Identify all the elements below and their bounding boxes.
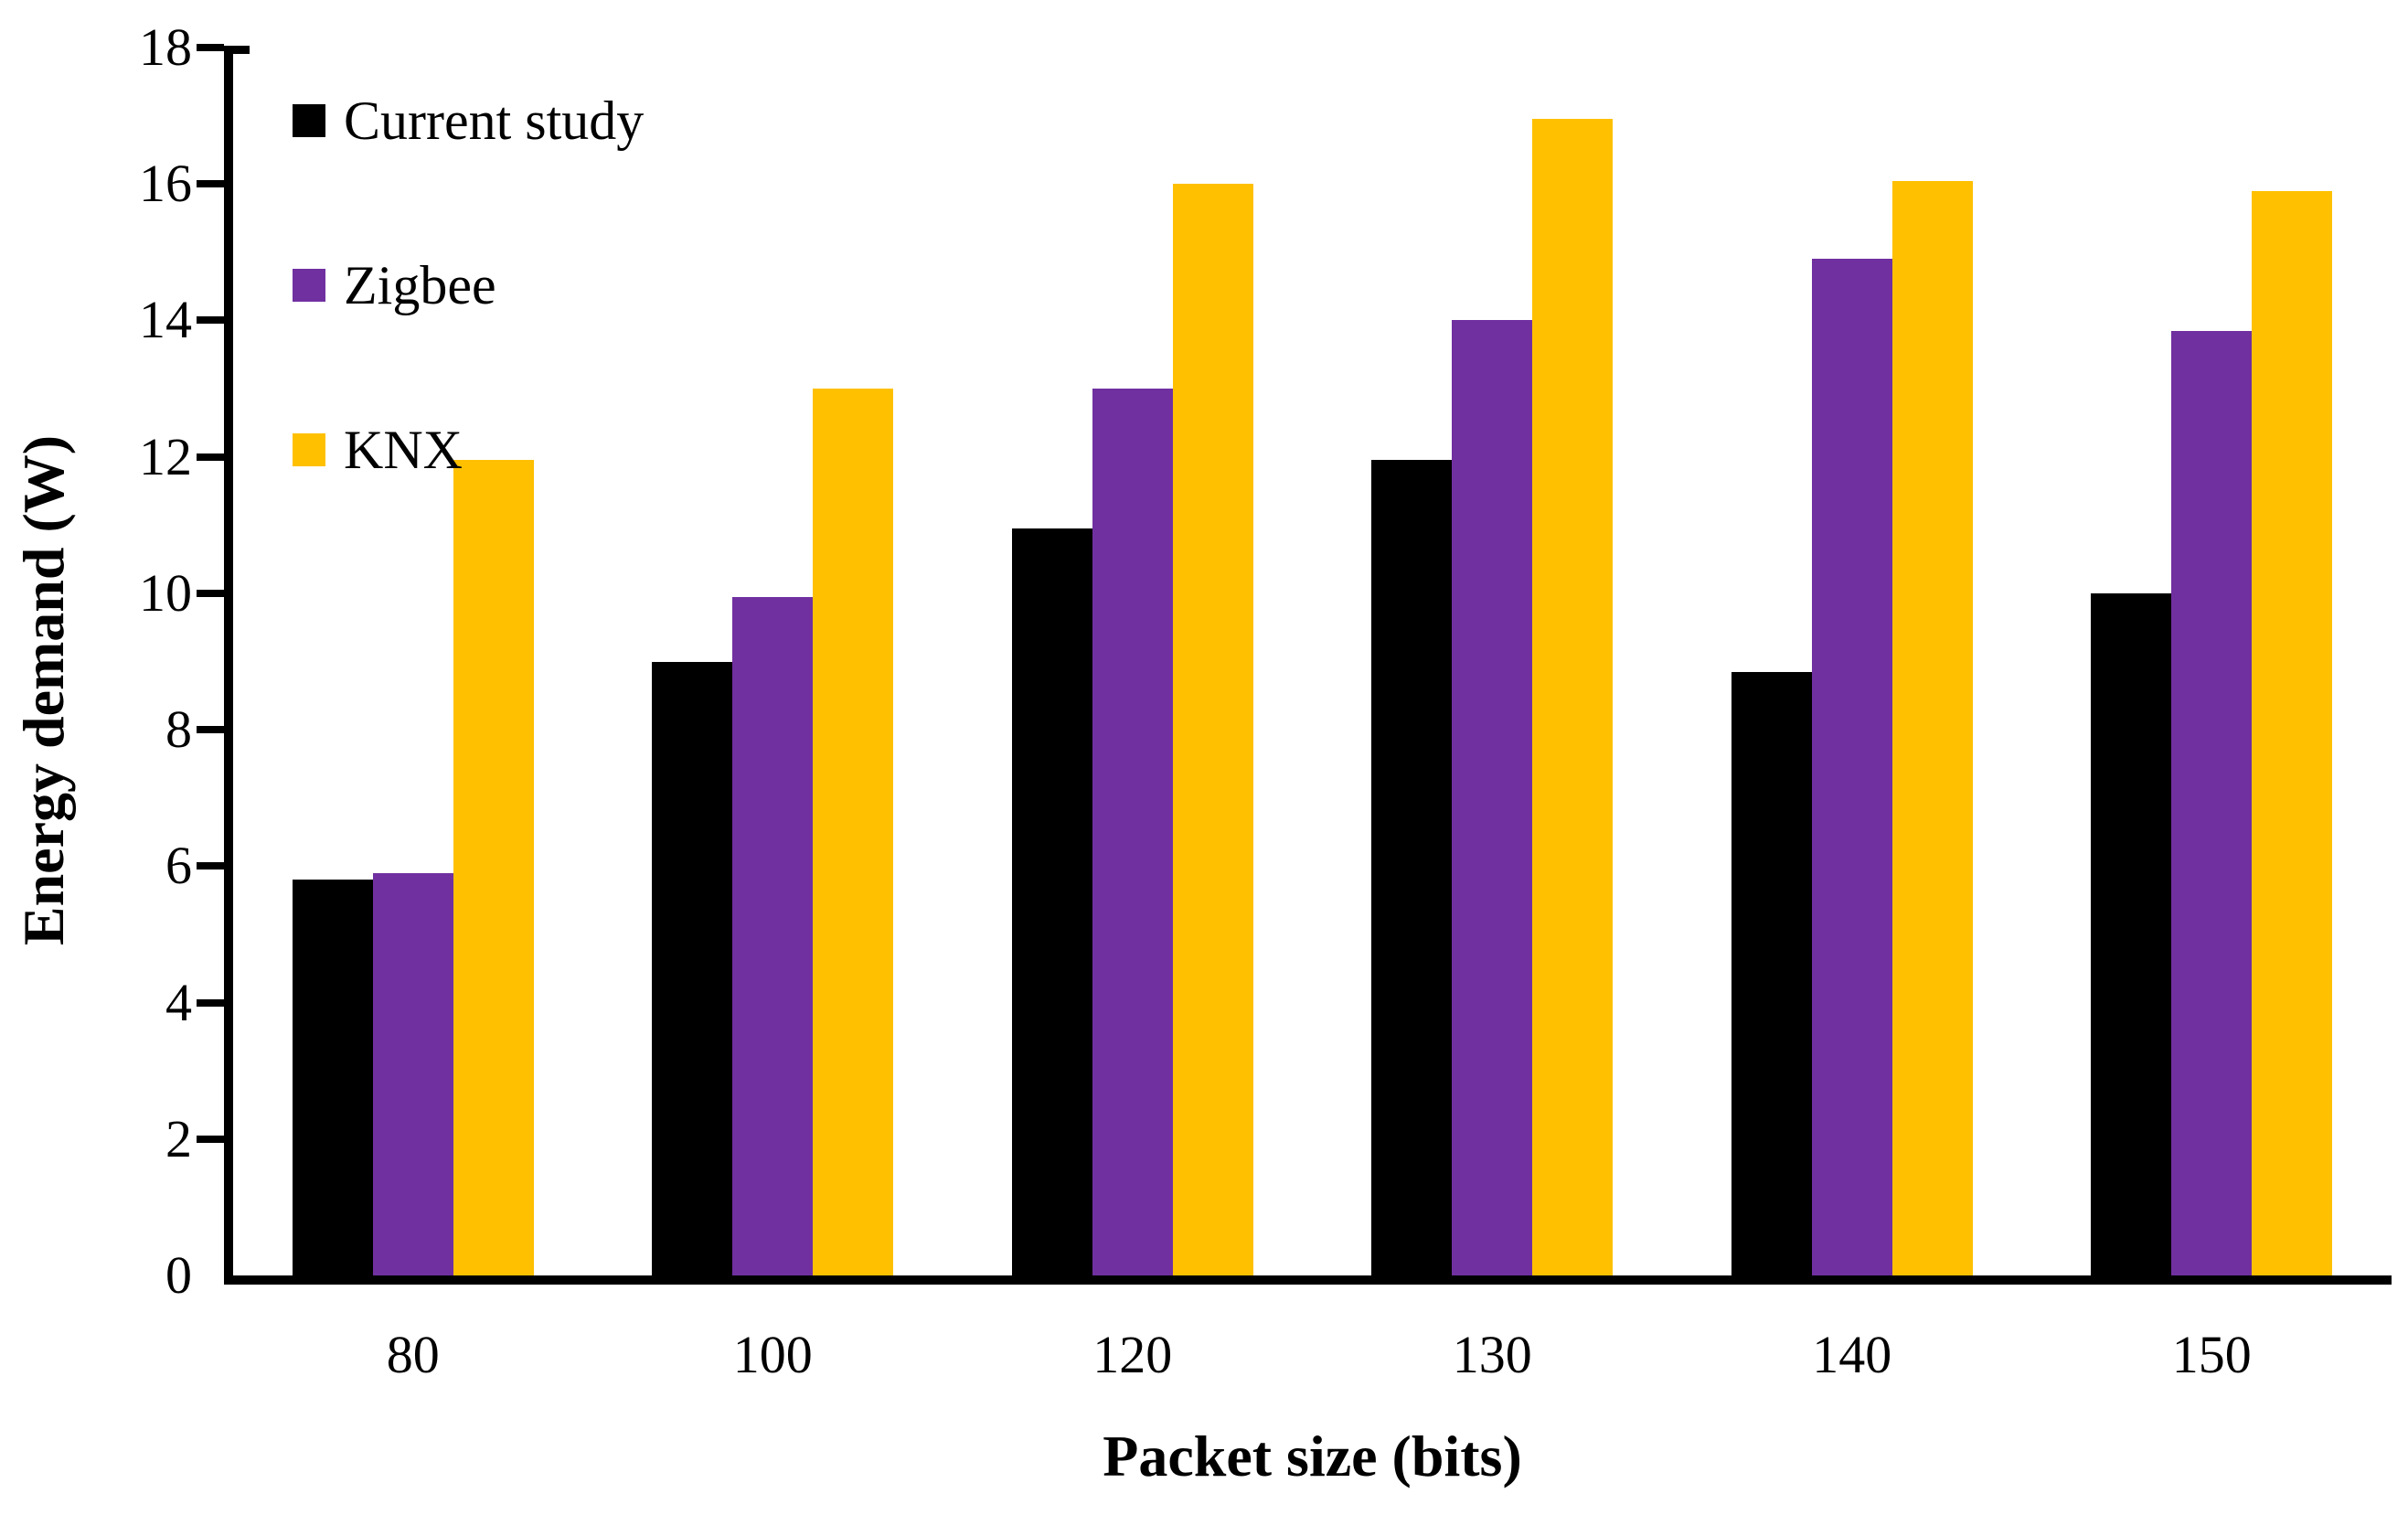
bar-zigbee-140: [1811, 259, 1892, 1275]
legend-swatch-knx: [293, 433, 325, 466]
bar-knx-150: [2252, 190, 2333, 1275]
legend-label-current-study: Current study: [344, 91, 645, 151]
legend-swatch-current-study: [293, 104, 325, 137]
bar-group-120: [953, 48, 1313, 1275]
y-axis-line: [224, 46, 233, 1285]
bars-container: [233, 48, 2392, 1275]
legend-item-zigbee: Zigbee: [293, 252, 644, 318]
bar-current-study-150: [2091, 592, 2172, 1275]
bar-current-study-120: [1011, 528, 1092, 1275]
bar-group-100: [593, 48, 954, 1275]
bar-group-140: [1672, 48, 2032, 1275]
y-axis-title: Energy demand (W): [11, 434, 76, 946]
y-tick-label-4: 4: [165, 972, 192, 1032]
bar-zigbee-120: [1092, 389, 1173, 1275]
y-tick-mark-16: [197, 180, 224, 188]
bar-group-150: [2032, 48, 2392, 1275]
bar-zigbee-130: [1452, 320, 1533, 1275]
legend-label-zigbee: Zigbee: [344, 255, 496, 315]
y-tick-label-18: 18: [139, 17, 192, 77]
x-axis-labels: 80 100 120 130 140 150: [233, 1324, 2392, 1385]
bar-group-80: [233, 48, 593, 1275]
x-tick-label-80: 80: [386, 1325, 440, 1384]
y-tick-mark-14: [197, 316, 224, 325]
x-tick-label-100: 100: [732, 1325, 813, 1384]
x-tick-label-130: 130: [1452, 1325, 1532, 1384]
bar-zigbee-150: [2171, 330, 2253, 1275]
y-tick-mark-4: [197, 998, 224, 1007]
bar-knx-80: [453, 460, 534, 1275]
y-tick-mark-18: [197, 44, 224, 51]
y-tick-mark-12: [197, 453, 224, 461]
x-tick-label-150: 150: [2171, 1325, 2252, 1384]
legend: Current study Zigbee KNX: [293, 88, 644, 483]
y-tick-mark-2: [197, 1135, 224, 1143]
y-axis-top-cap: [233, 46, 250, 54]
x-axis-title: Packet size (bits): [1103, 1424, 1522, 1488]
bar-current-study-140: [1731, 671, 1812, 1275]
bar-zigbee-100: [732, 596, 814, 1275]
x-tick-label-120: 120: [1092, 1325, 1173, 1384]
y-tick-label-0: 0: [165, 1245, 192, 1305]
x-axis-line: [224, 1275, 2392, 1285]
legend-swatch-zigbee: [293, 269, 325, 302]
y-tick-mark-6: [197, 862, 224, 870]
bar-knx-130: [1532, 119, 1614, 1275]
legend-item-knx: KNX: [293, 417, 644, 483]
bar-current-study-100: [652, 661, 733, 1275]
bar-zigbee-80: [372, 872, 453, 1275]
legend-label-knx: KNX: [344, 420, 463, 480]
bar-current-study-80: [292, 880, 373, 1275]
y-tick-mark-8: [197, 726, 224, 734]
bar-knx-120: [1172, 184, 1253, 1275]
y-tick-label-16: 16: [139, 154, 192, 214]
x-tick-label-140: 140: [1812, 1325, 1892, 1384]
bar-knx-140: [1891, 180, 1973, 1275]
y-tick-label-14: 14: [139, 290, 192, 350]
bar-group-130: [1313, 48, 1673, 1275]
y-tick-label-2: 2: [165, 1108, 192, 1168]
bar-current-study-130: [1371, 460, 1453, 1275]
bar-knx-100: [813, 389, 894, 1275]
legend-item-current-study: Current study: [293, 88, 644, 154]
y-tick-mark-10: [197, 589, 224, 597]
